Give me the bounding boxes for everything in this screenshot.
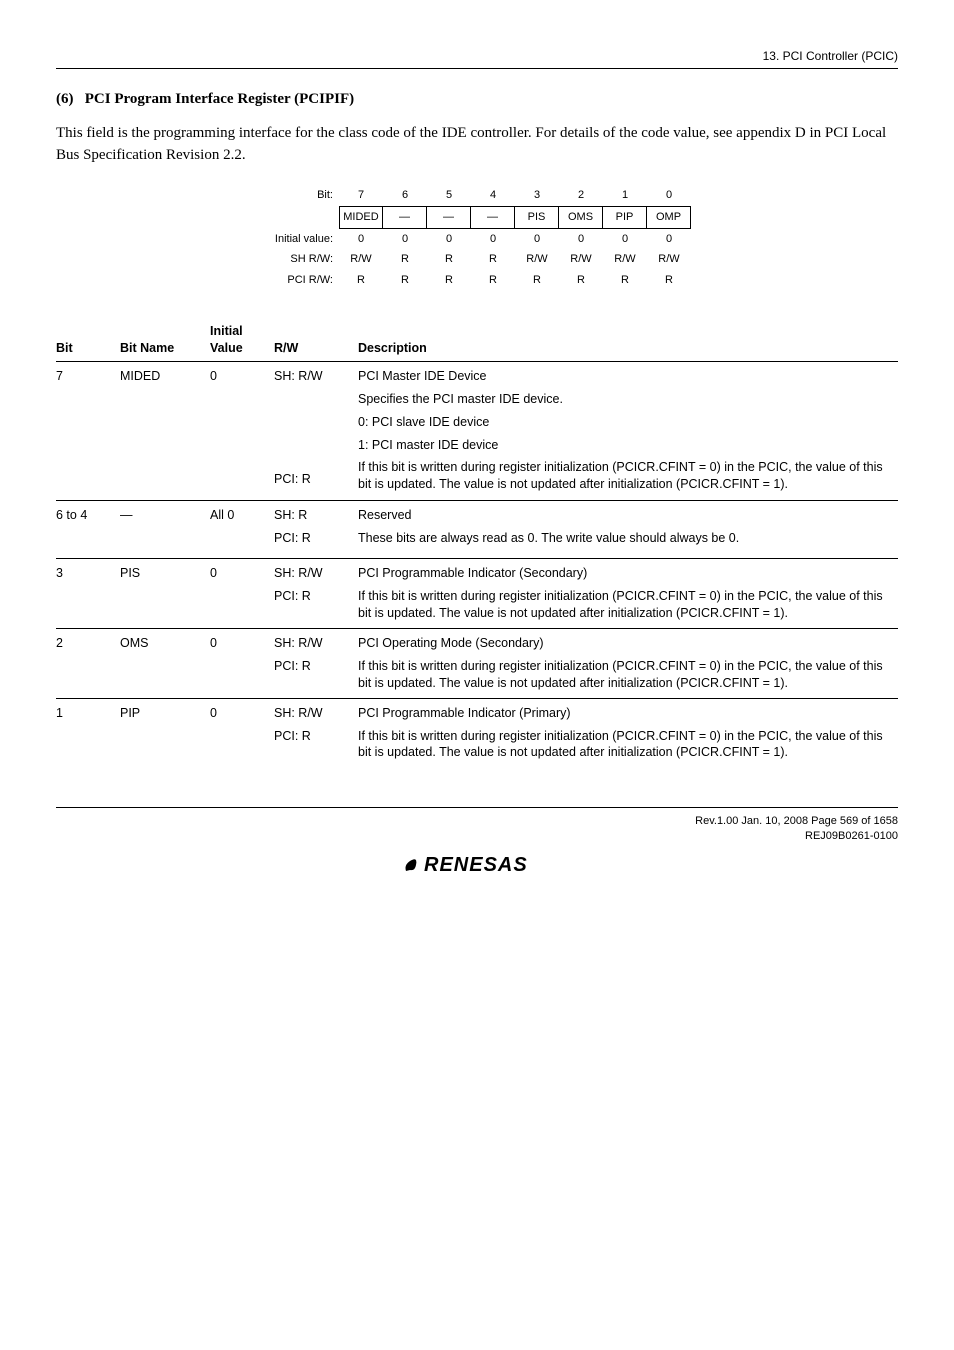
cell-bit: 6 to 4 — [56, 500, 120, 559]
bitdiag-cell: 2 — [559, 185, 603, 206]
table-row: 1PIP0SH: R/WPCI: RPCI Programmable Indic… — [56, 698, 898, 767]
bitdiag-cell: 5 — [427, 185, 471, 206]
svg-text:RENESAS: RENESAS — [424, 854, 528, 876]
footer-code: REJ09B0261-0100 — [805, 830, 898, 842]
bitdiag-row-label: Initial value: — [263, 232, 339, 247]
bitdiag-cell: R — [471, 270, 515, 291]
bitdiag-field: — — [470, 206, 515, 229]
bitdiag-cell: 0 — [559, 229, 603, 250]
footer-rev: Rev.1.00 Jan. 10, 2008 Page 569 of 1658 — [695, 815, 898, 827]
bitdiag-cell: R — [559, 270, 603, 291]
table-row: 6 to 4—All 0SH: RPCI: RReservedThese bit… — [56, 500, 898, 559]
renesas-logo: RENESAS — [56, 851, 898, 884]
table-row: 2OMS0SH: R/WPCI: RPCI Operating Mode (Se… — [56, 629, 898, 699]
bitdiag-cell: R — [427, 270, 471, 291]
bitdiag-row-label: SH R/W: — [263, 252, 339, 267]
bitdiag-field: PIS — [514, 206, 559, 229]
bit-description-table: Bit Bit Name Initial Value R/W Descripti… — [56, 319, 898, 767]
bitdiag-cell: R — [427, 249, 471, 270]
bitdiag-cell: 0 — [427, 229, 471, 250]
bitdiag-cell: R — [603, 270, 647, 291]
bitdiag-cell: 0 — [603, 229, 647, 250]
cell-rw: SH: R/WPCI: R — [274, 361, 358, 500]
cell-bitname: OMS — [120, 629, 210, 699]
bitdiag-cell: 1 — [603, 185, 647, 206]
bitdiag-cell: 3 — [515, 185, 559, 206]
bitdiag-cell: 6 — [383, 185, 427, 206]
cell-bit: 7 — [56, 361, 120, 500]
cell-bitname: PIP — [120, 698, 210, 767]
bitdiag-cell: R — [339, 270, 383, 291]
cell-description: PCI Operating Mode (Secondary)If this bi… — [358, 629, 898, 699]
th-rw: R/W — [274, 319, 358, 361]
bitdiag-cell: R/W — [559, 249, 603, 270]
cell-bitname: PIS — [120, 559, 210, 629]
th-init: Initial Value — [210, 319, 274, 361]
cell-description: PCI Master IDE DeviceSpecifies the PCI m… — [358, 361, 898, 500]
cell-initial: 0 — [210, 698, 274, 767]
intro-paragraph: This field is the programming interface … — [56, 123, 898, 167]
chapter-header: 13. PCI Controller (PCIC) — [56, 48, 898, 69]
bitdiag-cell: 0 — [515, 229, 559, 250]
section-number: (6) — [56, 91, 74, 107]
bitdiag-cell: R — [471, 249, 515, 270]
bitdiag-field: — — [426, 206, 471, 229]
cell-bitname: — — [120, 500, 210, 559]
cell-rw: SH: R/WPCI: R — [274, 559, 358, 629]
cell-initial: All 0 — [210, 500, 274, 559]
cell-rw: SH: R/WPCI: R — [274, 629, 358, 699]
bitdiag-field: — — [382, 206, 427, 229]
bitdiag-cell: R/W — [515, 249, 559, 270]
bitdiag-cell: R — [383, 249, 427, 270]
cell-initial: 0 — [210, 629, 274, 699]
bitdiag-row-label: PCI R/W: — [263, 273, 339, 288]
cell-initial: 0 — [210, 361, 274, 500]
th-name: Bit Name — [120, 319, 210, 361]
bitdiag-cell: R/W — [339, 249, 383, 270]
bitdiag-cell: 4 — [471, 185, 515, 206]
bitdiag-cell: R — [383, 270, 427, 291]
cell-bit: 1 — [56, 698, 120, 767]
cell-description: ReservedThese bits are always read as 0.… — [358, 500, 898, 559]
cell-bit: 3 — [56, 559, 120, 629]
footer: Rev.1.00 Jan. 10, 2008 Page 569 of 1658 … — [56, 807, 898, 883]
cell-bitname: MIDED — [120, 361, 210, 500]
bitdiag-cell: 0 — [339, 229, 383, 250]
bitdiag-cell: 0 — [647, 185, 691, 206]
table-row: 3PIS0SH: R/WPCI: RPCI Programmable Indic… — [56, 559, 898, 629]
bit-diagram: Bit:76543210MIDED———PISOMSPIPOMPInitial … — [56, 185, 898, 291]
table-row: 7MIDED0SH: R/WPCI: RPCI Master IDE Devic… — [56, 361, 898, 500]
bitdiag-field: OMP — [646, 206, 691, 229]
th-bit: Bit — [56, 319, 120, 361]
bitdiag-cell: R/W — [603, 249, 647, 270]
th-desc: Description — [358, 319, 898, 361]
bitdiag-field: PIP — [602, 206, 647, 229]
bitdiag-cell: R/W — [647, 249, 691, 270]
cell-initial: 0 — [210, 559, 274, 629]
bitdiag-field: OMS — [558, 206, 603, 229]
section-heading: (6) PCI Program Interface Register (PCIP… — [56, 89, 898, 109]
bitdiag-cell: R — [647, 270, 691, 291]
bitdiag-cell: 0 — [471, 229, 515, 250]
cell-rw: SH: RPCI: R — [274, 500, 358, 559]
cell-description: PCI Programmable Indicator (Primary)If t… — [358, 698, 898, 767]
bitdiag-row-label: Bit: — [263, 188, 339, 203]
cell-rw: SH: R/WPCI: R — [274, 698, 358, 767]
chapter-header-text: 13. PCI Controller (PCIC) — [763, 49, 898, 63]
bitdiag-cell: R — [515, 270, 559, 291]
section-title: PCI Program Interface Register (PCIPIF) — [85, 91, 354, 107]
cell-description: PCI Programmable Indicator (Secondary)If… — [358, 559, 898, 629]
bitdiag-field: MIDED — [339, 206, 383, 229]
cell-bit: 2 — [56, 629, 120, 699]
bitdiag-cell: 0 — [383, 229, 427, 250]
bitdiag-cell: 0 — [647, 229, 691, 250]
bitdiag-cell: 7 — [339, 185, 383, 206]
